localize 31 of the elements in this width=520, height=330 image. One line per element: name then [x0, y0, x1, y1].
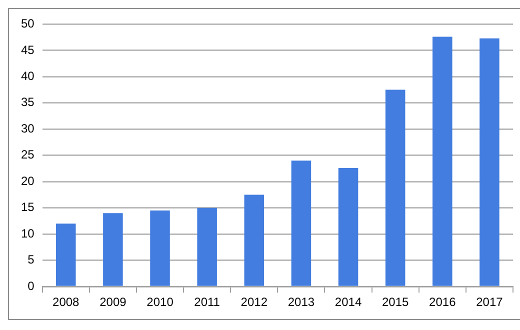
y-tick-label: 10	[20, 226, 35, 240]
bar	[103, 213, 123, 286]
bar	[385, 90, 406, 286]
y-tick-label: 40	[20, 68, 35, 83]
bar	[56, 224, 76, 286]
y-tick-label: 0	[28, 278, 35, 293]
bar	[150, 210, 170, 286]
y-tick-label: 15	[20, 200, 35, 214]
bar	[291, 160, 312, 286]
y-tick-label: 30	[20, 121, 35, 136]
x-tick-label: 2008	[52, 295, 80, 310]
x-tick-label: 2012	[240, 295, 268, 310]
x-tick-label: 2013	[288, 295, 315, 310]
x-tick-label: 2009	[100, 295, 127, 310]
bar	[244, 194, 264, 286]
x-tick-label: 2011	[194, 295, 220, 310]
bar	[432, 36, 452, 286]
bar	[480, 38, 500, 286]
y-tick-label: 5	[28, 252, 35, 267]
x-tick-label: 2014	[334, 295, 362, 310]
bar	[338, 168, 358, 286]
y-tick-label: 20	[20, 174, 35, 188]
y-tick-label: 35	[20, 95, 35, 110]
x-tick-label: 2010	[146, 295, 174, 310]
bar	[197, 208, 217, 286]
x-tick-label: 2016	[429, 295, 456, 310]
y-tick-label: 45	[20, 42, 35, 57]
x-tick-label: 2017	[476, 295, 504, 310]
y-tick-label: 25	[20, 148, 35, 162]
x-tick-label: 2015	[382, 295, 410, 310]
y-tick-label: 50	[20, 16, 35, 31]
